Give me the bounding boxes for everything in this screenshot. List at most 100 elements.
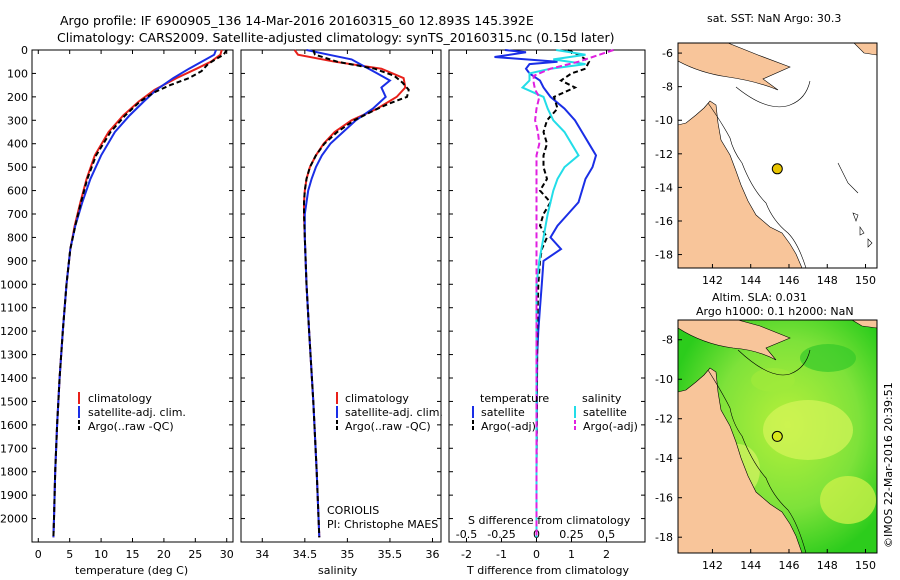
depth-tick-label: 1100 [0,302,28,315]
depth-tick-label: 2000 [0,513,28,526]
depth-tick-label: 200 [7,91,28,104]
depth-tick-label: 1200 [0,325,28,338]
depth-tick-label: 100 [7,67,28,80]
difference-legend-label-s-satellite: satellite [583,406,627,419]
x-tick-label: 20 [157,548,171,561]
series-line-climatology [52,49,223,538]
x-tick-label: 36 [425,548,439,561]
salinity-series [293,49,410,538]
sla-map-axes: 142 144 146 148 150 -8 -10 -12 -14 -16 -18 [655,334,876,572]
pi-label: PI: Christophe MAES [327,518,438,531]
sla-map-title-line1: Altim. SLA: 0.031 [712,291,807,304]
sla-new-guinea-land [678,320,791,361]
coriolis-label: CORIOLIS [327,504,379,517]
x-tick-label: 15 [126,548,140,561]
temperature-axis: 0 5 10 15 20 25 30 [35,50,234,561]
header-title-line2: Climatology: CARS2009. Satellite-adjuste… [57,30,614,45]
map-lon-tick-label: 144 [740,559,761,572]
salinity-depth-ticks [241,49,441,520]
series-line-argo-raw-qc- [303,49,410,538]
x-tick-label: 1 [568,548,575,561]
map-lon-tick-label: 146 [778,274,799,287]
s-difference-tick-label: -0.25 [487,528,515,541]
depth-tick-label: 1800 [0,466,28,479]
sla-bathymetry-contour [737,349,811,376]
difference-legend-header-temperature: temperature [480,392,549,405]
s-difference-tick-label: 0.5 [598,528,616,541]
map-lon-tick-label: 150 [855,559,876,572]
new-britain-land [853,43,877,56]
salinity-axis-label: salinity [318,564,358,577]
map-lat-tick-label: -14 [655,452,673,465]
map-lon-tick-label: 150 [855,274,876,287]
salinity-legend-label-argo: Argo(..raw -QC) [345,420,431,433]
difference-panel: -2 -1 0 1 2-0.5 -0.25 0 0.25 0.5 S difference fr… [448,49,646,577]
x-tick-label: 5 [66,548,73,561]
depth-tick-label: 1900 [0,489,28,502]
series-line-argo-raw-qc- [52,49,228,538]
map-lon-tick-label: 148 [817,559,838,572]
sla-argo-marker [771,430,783,442]
map-lat-tick-label: -8 [662,334,673,347]
temperature-axis-label: temperature (deg C) [75,564,188,577]
x-tick-label: -1 [496,548,507,561]
sla-map-area [678,320,877,553]
map-lon-tick-label: 148 [817,274,838,287]
series-line-argo-adj--temperature [535,49,591,538]
sla-high-patch-south [820,476,876,524]
depth-tick-label: 900 [7,255,28,268]
difference-legend-header-salinity: salinity [582,392,622,405]
depth-tick-label: 500 [7,161,28,174]
difference-legend-label-t-satellite: satellite [481,406,525,419]
difference-panel-frame [448,49,646,543]
temperature-panel-frame [31,49,234,543]
x-tick-label: 2 [603,548,610,561]
salinity-legend-label-climatology: climatology [345,392,409,405]
map-lat-tick-label: -12 [655,148,673,161]
depth-tick-label: 1600 [0,419,28,432]
x-tick-label: -2 [461,548,472,561]
sla-map-title-line2: Argo h1000: 0.1 h2000: NaN [696,305,854,318]
depth-tick-label: 1500 [0,395,28,408]
map-lon-tick-label: 142 [702,559,723,572]
map-lat-tick-label: -14 [655,181,673,194]
temperature-panel: 0100200300400500600700800900100011001200… [0,44,234,577]
x-tick-label: 34 [255,548,269,561]
depth-tick-label: 400 [7,138,28,151]
map-lon-tick-label: 146 [778,559,799,572]
map-lat-tick-label: -6 [662,47,673,60]
sst-map-axes: 142 144 146 148 150 -6 -8 -10 -12 -14 -16 -18 [655,47,876,287]
sst-map-title: sat. SST: NaN Argo: 30.3 [707,12,841,25]
map-lon-tick-label: 144 [740,274,761,287]
depth-tick-label: 700 [7,208,28,221]
difference-legend: temperature salinity satellite Argo(-adj… [472,392,638,433]
s-difference-tick-label: 0.25 [559,528,584,541]
map-lat-tick-label: -12 [655,413,673,426]
map-lat-tick-label: -18 [655,249,673,262]
x-tick-label: 35.5 [378,548,403,561]
x-tick-label: 0 [35,548,42,561]
cape-york-land [678,100,803,268]
salinity-legend: climatology satellite-adj. clim. Argo(..… [336,392,443,433]
header-title-line1: Argo profile: IF 6900905_136 14-Mar-2016… [60,13,534,28]
x-tick-label: 25 [188,548,202,561]
map-lat-tick-label: -10 [655,373,673,386]
x-tick-label: 10 [94,548,108,561]
sla-cape-york-land [678,367,803,553]
map-lat-tick-label: -8 [662,81,673,94]
map-lon-tick-label: 142 [702,274,723,287]
sla-low-patch [800,344,856,372]
depth-tick-label: 300 [7,114,28,127]
s-difference-tick-label: -0.5 [456,528,477,541]
salinity-legend-label-satellite: satellite-adj. clim. [345,406,443,419]
sst-reef-contour [707,102,807,268]
series-line-satellite-temperature [494,49,598,538]
difference-legend-label-s-argo: Argo(-adj) [583,420,638,433]
map-lat-tick-label: -16 [655,215,673,228]
depth-tick-label: 1400 [0,372,28,385]
depth-axis: 0 100 200 300 400 500 600 700 800 900 1000 1100 1200… [0,44,233,526]
sst-map-area [678,43,877,268]
temperature-legend-label-climatology: climatology [88,392,152,405]
imos-stamp: ©IMOS 22-Mar-2016 20:39:51 [882,382,895,548]
